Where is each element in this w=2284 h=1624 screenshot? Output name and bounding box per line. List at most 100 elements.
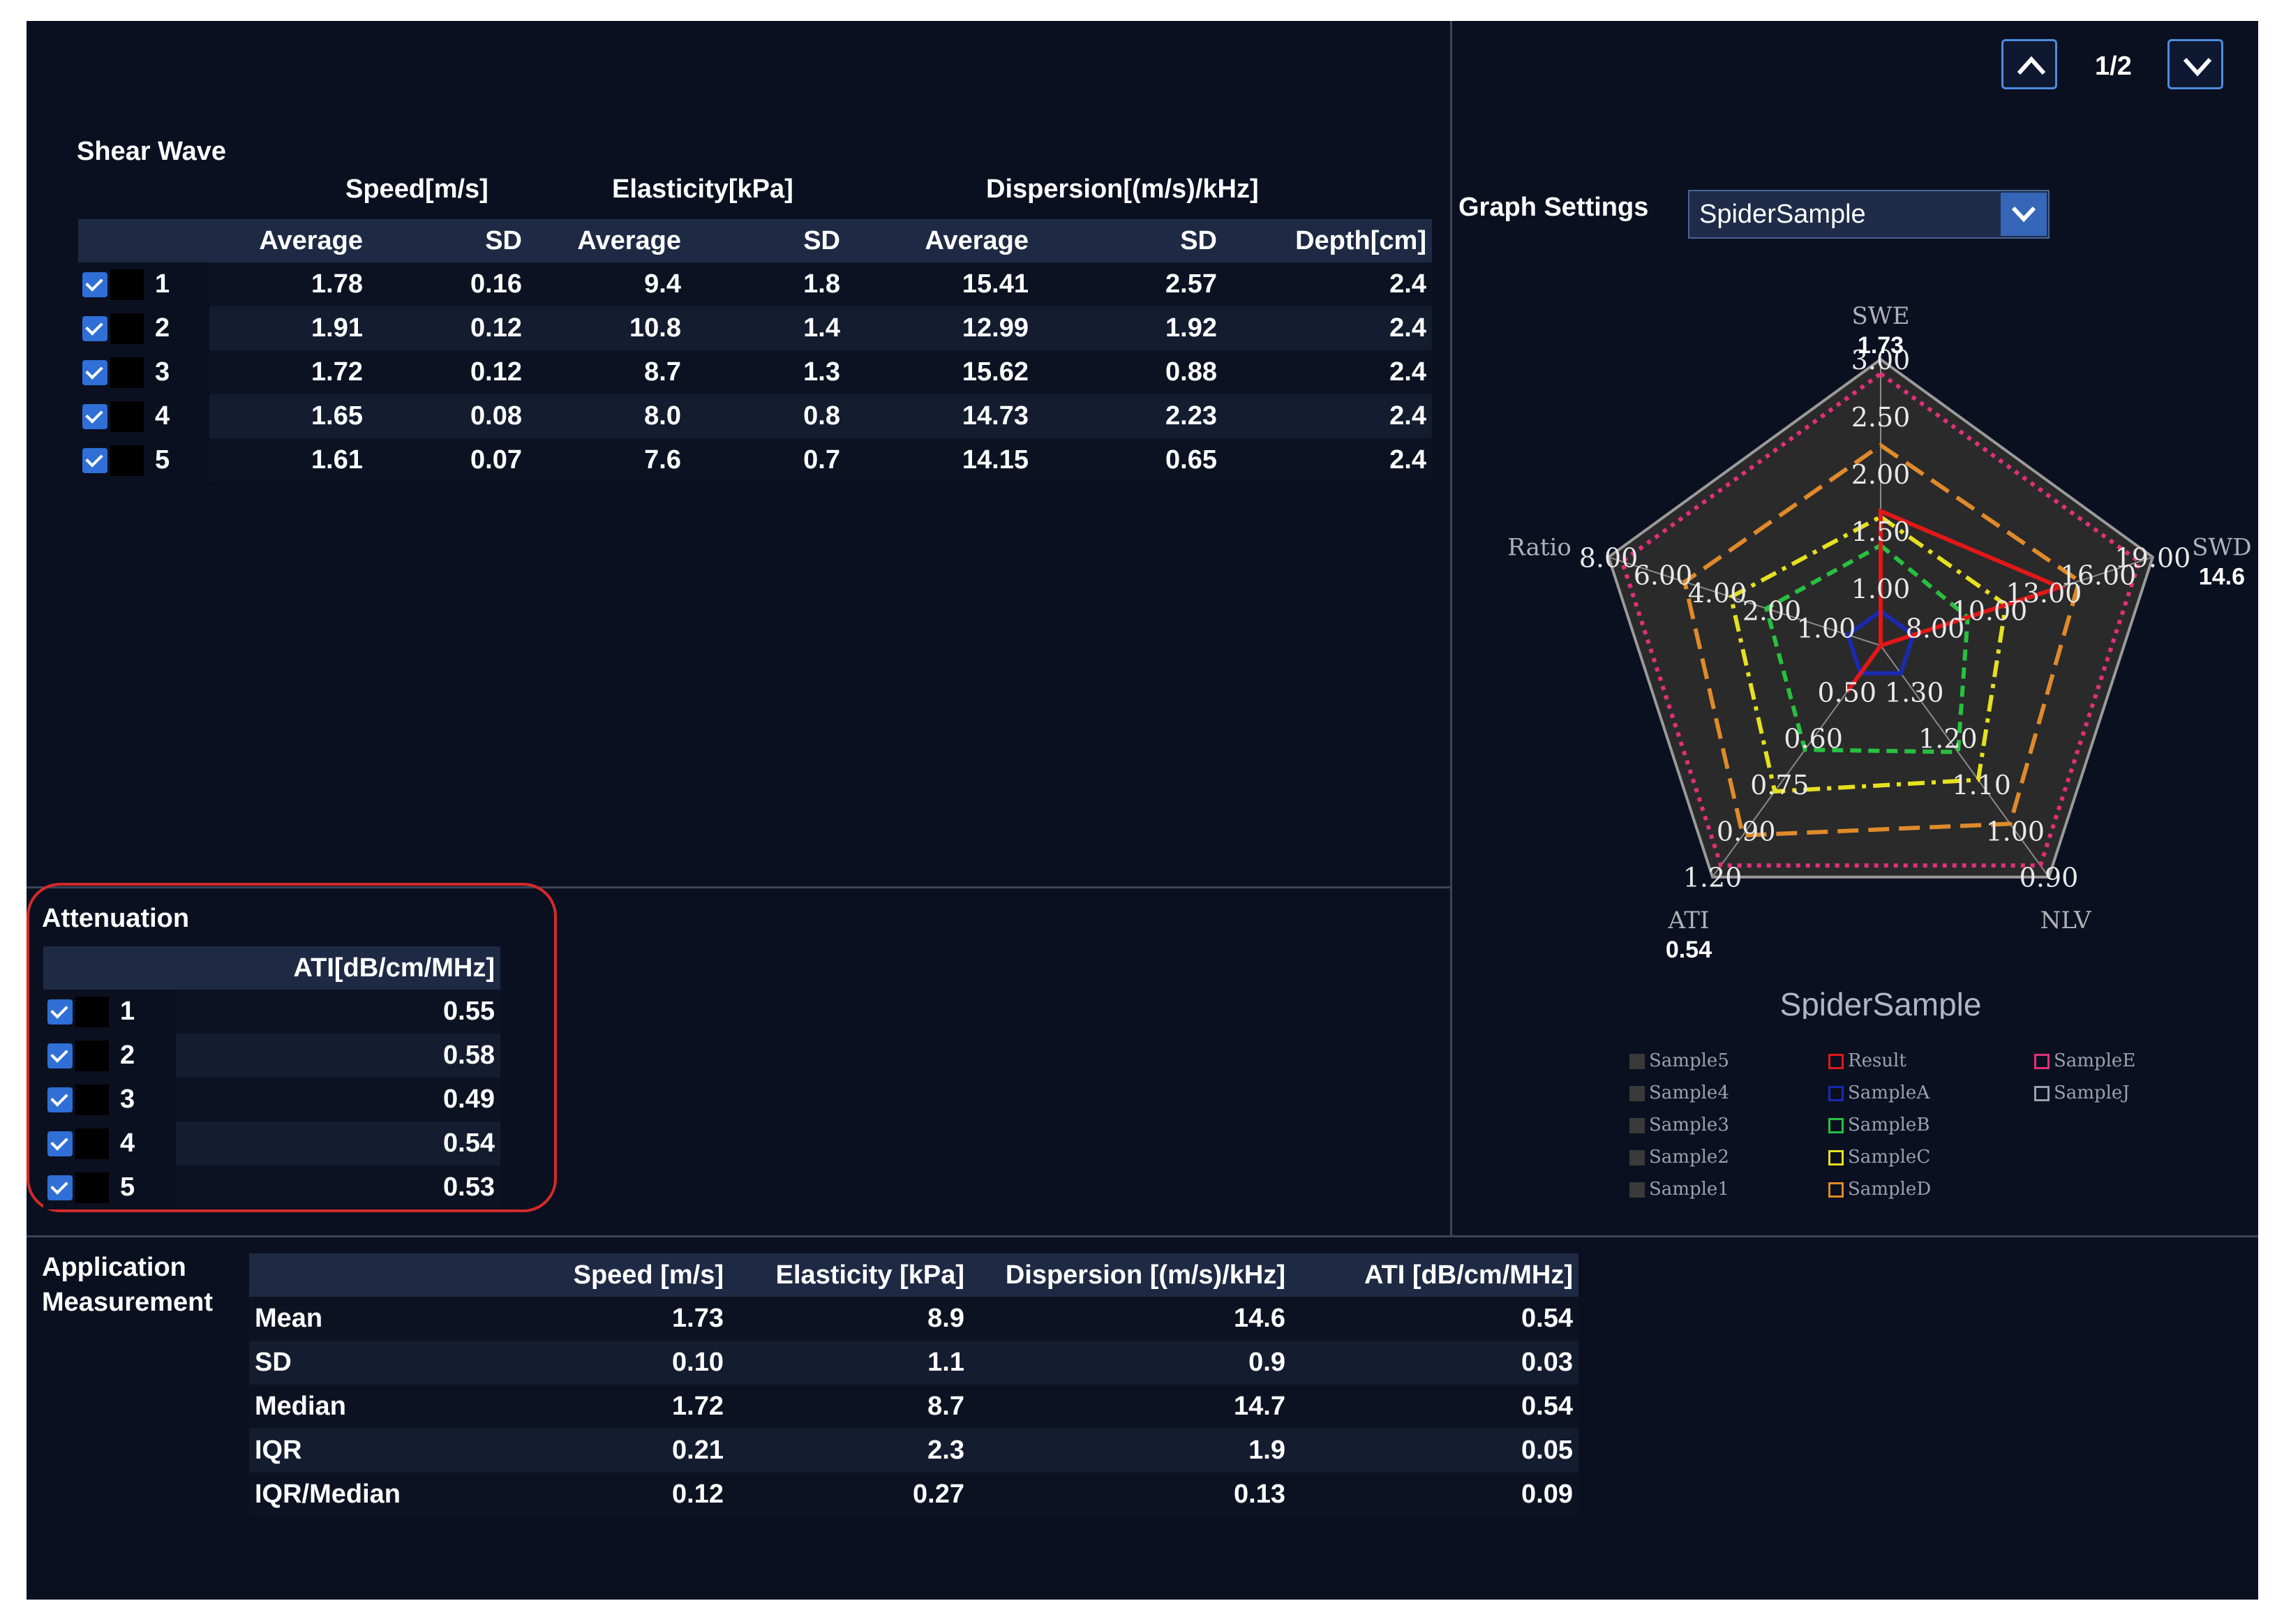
legend-label: SampleD [1848,1179,1932,1200]
page-indicator: 1/2 [2095,52,2132,81]
page-down-button[interactable] [2167,39,2223,89]
row-id: 3 [113,1078,176,1122]
legend-swatch [1629,1182,1645,1198]
row-checkbox-cell [78,262,148,306]
radar-tick-label: 0.50 [1817,677,1876,708]
cell-dispersion-sd: 2.57 [1034,262,1223,306]
row-checkbox[interactable] [82,403,107,429]
row-color-swatch [75,996,109,1027]
page-up-button[interactable] [2001,39,2057,89]
row-color-swatch [75,1040,109,1071]
legend-swatch [1828,1150,1844,1165]
cell-ati: 0.58 [176,1034,500,1078]
legend-label: SampleJ [2054,1082,2130,1103]
legend-item-sampleb: SampleB [1828,1115,1930,1135]
axis-value-swe: 1.73 [1858,332,1904,359]
axis-name-nlv: NLV [2040,907,2092,934]
graph-settings-value: SpiderSample [1699,199,1866,229]
legend-label: SampleE [2054,1050,2136,1071]
cell-elasticity: 2.3 [729,1429,970,1473]
axis-value-swd: 14.6 [2199,564,2245,590]
row-checkbox[interactable] [47,1131,73,1156]
row-checkbox[interactable] [82,271,107,297]
bottom-horizontal-divider [27,1235,2258,1237]
row-checkbox[interactable] [82,315,107,341]
shear-wave-title: Shear Wave [77,137,227,166]
cell-elasticity: 8.9 [729,1297,970,1341]
row-id: 5 [113,1165,176,1209]
row-label: IQR [249,1429,488,1473]
col-dispersion-average: Average [846,219,1034,262]
col-app-speed: Speed [m/s] [488,1253,729,1297]
row-checkbox-cell [43,1078,113,1122]
row-checkbox[interactable] [82,447,107,473]
shear-wave-row: 1 1.78 0.16 9.4 1.8 15.41 2.57 2.4 [78,262,1432,306]
radar-tick-label: 6.00 [1634,560,1693,591]
cell-ati: 0.54 [1291,1297,1578,1341]
row-id: 4 [113,1122,176,1165]
legend-label: Sample3 [1649,1115,1729,1135]
cell-ati: 0.55 [176,990,500,1034]
chevron-down-icon [2011,206,2036,223]
radar-tick-label: 1.20 [1683,863,1742,893]
elasticity-group-header: Elasticity[kPa] [612,174,793,204]
row-color-swatch [75,1172,109,1203]
row-checkbox-cell [78,350,148,394]
legend-swatch [2034,1054,2050,1069]
row-color-swatch [75,1084,109,1115]
series-result [1845,507,2066,694]
radar-tick-label: 1.30 [1885,677,1944,708]
cell-elasticity-average: 10.8 [528,306,687,350]
series-samplee [1620,371,2142,868]
row-checkbox[interactable] [47,999,73,1025]
cell-elasticity-average: 7.6 [528,438,687,482]
application-row: Median 1.72 8.7 14.7 0.54 [249,1385,1578,1429]
speed-group-header: Speed[m/s] [345,174,488,204]
row-checkbox[interactable] [82,359,107,385]
cell-speed-sd: 0.07 [368,438,528,482]
radar-tick-label: 1.20 [1918,724,1978,754]
cell-dispersion-sd: 2.23 [1034,394,1223,438]
cell-ati: 0.49 [176,1078,500,1122]
shear-wave-row: 3 1.72 0.12 8.7 1.3 15.62 0.88 2.4 [78,350,1432,394]
radar-tick-label: 8.00 [1579,542,1639,573]
row-label: IQR/Median [249,1473,488,1517]
radar-tick-label: 3.00 [1851,345,1911,375]
row-checkbox[interactable] [47,1087,73,1112]
legend-swatch [1828,1054,1844,1069]
legend-item-samplej: SampleJ [2034,1082,2130,1103]
row-label: SD [249,1341,488,1385]
radar-tick-label: 2.00 [1742,595,1802,626]
legend-label: SampleB [1848,1115,1930,1135]
cell-ati: 0.03 [1291,1341,1578,1385]
row-label: Median [249,1385,488,1429]
attenuation-highlight-oval [27,883,557,1212]
legend-item-samplea: SampleA [1828,1082,1930,1103]
col-ati: ATI[dB/cm/MHz] [176,946,500,990]
radar-tick-label: 0.60 [1784,724,1843,754]
col-depth: Depth[cm] [1223,219,1432,262]
radar-tick-label: 2.00 [1851,459,1911,490]
row-id: 1 [113,990,176,1034]
cell-elasticity: 1.1 [729,1341,970,1385]
cell-ati: 0.53 [176,1165,500,1209]
legend-label: Sample5 [1649,1050,1729,1071]
row-id: 5 [148,438,209,482]
cell-dispersion: 0.13 [970,1473,1291,1517]
cell-ati: 0.54 [176,1122,500,1165]
legend-item-sample5: Sample5 [1629,1050,1729,1071]
cell-dispersion-sd: 0.88 [1034,350,1223,394]
cell-speed-sd: 0.12 [368,306,528,350]
row-checkbox[interactable] [47,1043,73,1068]
legend-label: Sample4 [1649,1082,1729,1103]
row-id: 3 [148,350,209,394]
row-color-swatch [110,401,144,432]
dropdown-button[interactable] [2001,193,2047,236]
cell-dispersion-sd: 1.92 [1034,306,1223,350]
graph-settings-select[interactable]: SpiderSample [1688,190,2050,239]
row-checkbox[interactable] [47,1175,73,1200]
attenuation-row: 5 0.53 [43,1165,500,1209]
radar-tick-label: 13.00 [2006,578,2082,609]
chart-title: SpiderSample [1780,986,1982,1019]
col-app-dispersion: Dispersion [(m/s)/kHz] [970,1253,1291,1297]
